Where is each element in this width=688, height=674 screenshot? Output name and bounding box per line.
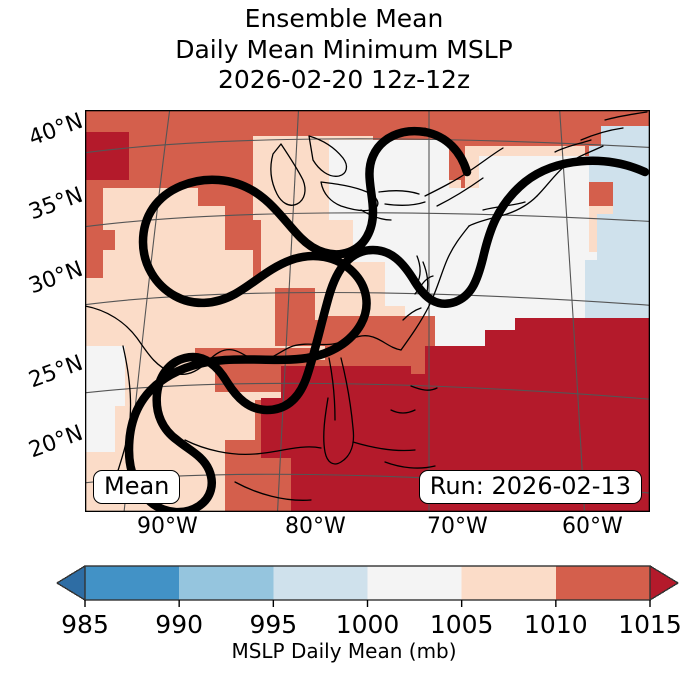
colorbar-tick-label: 1010 — [524, 610, 588, 639]
graticule-meridian — [559, 110, 586, 512]
colorbar-tick-label: 1015 — [618, 610, 682, 639]
graticule-meridian — [276, 110, 300, 512]
coastline-path — [384, 461, 436, 469]
colorbar-title: MSLP Daily Mean (mb) — [231, 639, 456, 663]
colorbar-tick-label: 985 — [61, 610, 109, 639]
coastline-path — [184, 439, 322, 456]
colorbar-tick-label: 1000 — [336, 610, 400, 639]
field-cell — [515, 318, 650, 358]
colorbar-band — [179, 566, 274, 600]
coastline-path — [554, 139, 592, 153]
lon-tick-70W: 70°W — [427, 514, 488, 539]
contour-line-1015mb-ne-lobe — [420, 127, 472, 177]
coastline-path — [328, 357, 336, 421]
lat-tick-30N: 30°N — [25, 256, 87, 300]
coastline-path — [323, 357, 355, 465]
lon-tick-80W: 80°W — [285, 514, 346, 539]
graticule-parallel — [85, 212, 650, 228]
coastline-path — [402, 307, 422, 321]
figure-title: Ensemble Mean Daily Mean Minimum MSLP 20… — [0, 4, 688, 96]
colorbar-panel[interactable]: 985 990 995 1000 1005 1010 1015 MSLP Daily Mea… — [0, 552, 688, 674]
colorbar-svg: 985 990 995 1000 1005 1010 1015 MSLP Daily Mea… — [56, 565, 682, 663]
coastline-path — [400, 225, 470, 351]
colorbar-band — [85, 566, 180, 600]
coastline-path — [436, 177, 484, 207]
colorbar-ticks — [84, 600, 651, 607]
map-svg — [85, 110, 650, 512]
colorbar-band — [555, 566, 650, 600]
map-panel[interactable]: Mean Run: 2026-02-13 — [85, 110, 650, 512]
lat-tick-40N: 40°N — [25, 108, 87, 152]
coastline-path — [580, 127, 624, 141]
coastline-path — [384, 201, 426, 206]
coastline-path — [604, 111, 648, 121]
title-line-2: Daily Mean Minimum MSLP — [175, 34, 513, 64]
lat-tick-20N: 20°N — [25, 420, 87, 464]
coastline-path — [414, 275, 434, 295]
colorbar-tick-label: 990 — [155, 610, 203, 639]
graticule-parallel — [85, 291, 650, 306]
coastline-path — [424, 147, 504, 197]
colorbar-tick-label: 1005 — [430, 610, 494, 639]
coastline-path — [270, 143, 306, 206]
field-cell — [613, 174, 650, 218]
mean-label-badge: Mean — [93, 470, 181, 504]
colorbar-band — [461, 566, 556, 600]
colorbar-extend-low — [56, 565, 86, 601]
coastline-path — [352, 441, 416, 452]
field-cell — [85, 396, 115, 452]
title-line-1: Ensemble Mean — [244, 4, 444, 33]
coastline-path — [468, 195, 538, 227]
colorbar-bands — [56, 565, 679, 601]
colorbar-extend-high — [649, 565, 679, 601]
lat-tick-35N: 35°N — [25, 182, 87, 226]
lon-tick-90W: 90°W — [137, 514, 198, 539]
coastline-path — [308, 135, 348, 177]
graticule-parallel — [85, 382, 650, 400]
coastline-path — [234, 481, 312, 501]
lon-tick-60W: 60°W — [562, 514, 623, 539]
colorbar-tick-label: 995 — [249, 610, 297, 639]
coastline-path — [422, 261, 429, 293]
colorbar-band — [273, 566, 368, 600]
run-label-badge: Run: 2026-02-13 — [418, 470, 642, 504]
colorbar-band — [367, 566, 462, 600]
field-cell — [93, 154, 123, 180]
lat-tick-25N: 25°N — [25, 350, 87, 394]
graticule-parallel — [85, 138, 650, 154]
coastline-path — [378, 190, 420, 195]
colorbar-tick-labels: 985 990 995 1000 1005 1010 1015 — [61, 610, 682, 639]
title-line-3: 2026-02-20 12z-12z — [217, 65, 471, 94]
contour-line-1015mb — [124, 126, 650, 512]
coastline-path — [410, 385, 438, 391]
coastline-path — [390, 409, 416, 414]
